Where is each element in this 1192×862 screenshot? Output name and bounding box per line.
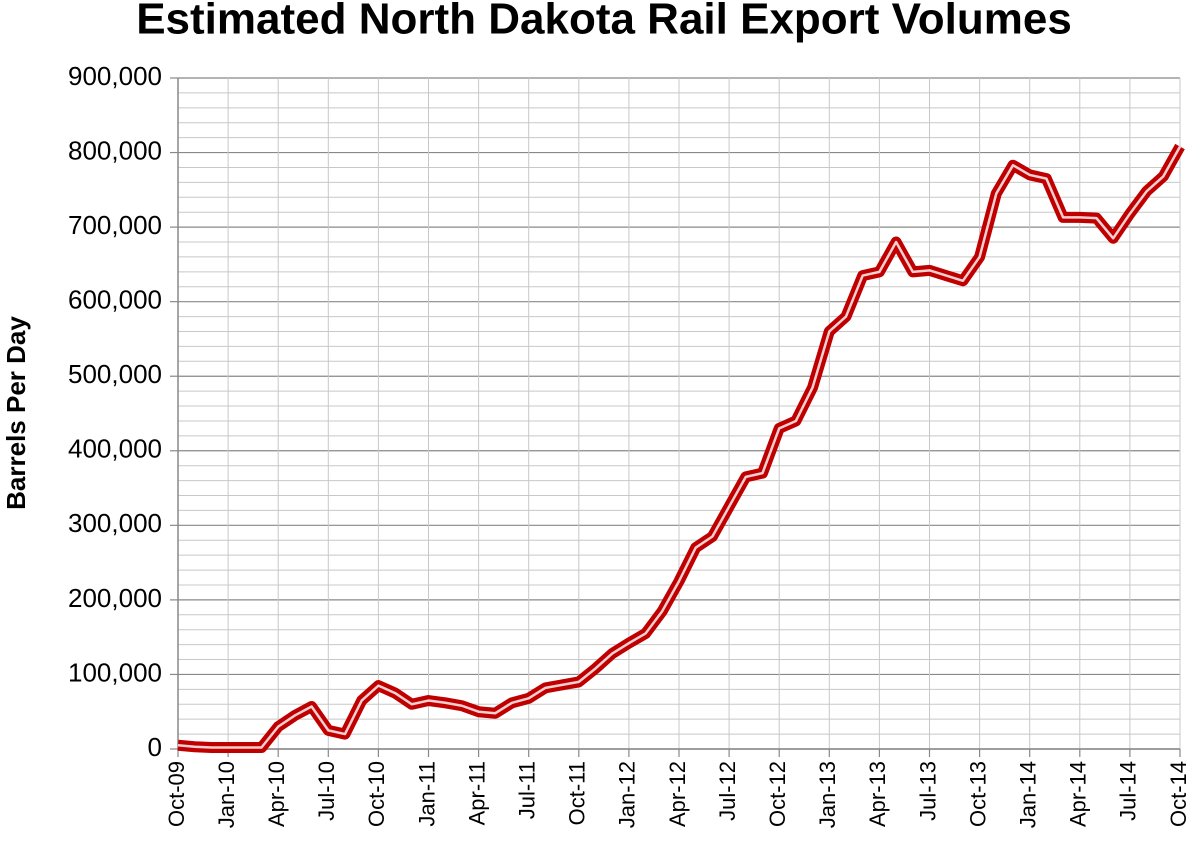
- x-tick-label: Apr-12: [665, 761, 690, 827]
- y-tick-label: 100,000: [68, 657, 162, 687]
- y-tick-label: 700,000: [68, 210, 162, 240]
- x-tick-label: Jan-10: [214, 761, 239, 828]
- y-tick-label: 800,000: [68, 135, 162, 165]
- x-tick-label: Apr-14: [1066, 761, 1091, 827]
- series-line-inner: [177, 145, 1182, 749]
- y-tick-label: 200,000: [68, 583, 162, 613]
- x-tick-label: Apr-13: [865, 761, 890, 827]
- y-tick-label: 500,000: [68, 359, 162, 389]
- y-tick-label: 400,000: [68, 434, 162, 464]
- x-tick-label: Jan-13: [815, 761, 840, 828]
- x-tick-label: Oct-10: [364, 761, 389, 827]
- y-tick-label: 300,000: [68, 508, 162, 538]
- y-axis-title: Barrels Per Day: [1, 316, 31, 510]
- x-tick-label: Jan-11: [414, 761, 439, 827]
- y-tick-label: 0: [148, 732, 162, 762]
- x-tick-label: Jul-12: [715, 761, 740, 821]
- x-tick-label: Jul-11: [515, 761, 540, 819]
- chart-title: Estimated North Dakota Rail Export Volum…: [136, 0, 1072, 44]
- x-tick-label: Oct-12: [765, 761, 790, 827]
- x-tick-label: Apr-10: [264, 761, 289, 827]
- y-tick-label: 900,000: [68, 61, 162, 91]
- x-tick-label: Jul-13: [915, 761, 940, 821]
- x-tick-label: Apr-11: [464, 761, 489, 825]
- x-tick-label: Jul-10: [314, 761, 339, 821]
- x-tick-label: Oct-13: [965, 761, 990, 827]
- x-tick-label: Jul-14: [1116, 761, 1141, 821]
- x-tick-label: Oct-09: [164, 761, 189, 827]
- x-tick-label: Jan-12: [615, 761, 640, 828]
- x-tick-label: Oct-11: [565, 761, 590, 825]
- x-tick-label: Jan-14: [1016, 761, 1041, 828]
- y-tick-label: 600,000: [68, 285, 162, 315]
- x-tick-label: Oct-14: [1166, 761, 1191, 827]
